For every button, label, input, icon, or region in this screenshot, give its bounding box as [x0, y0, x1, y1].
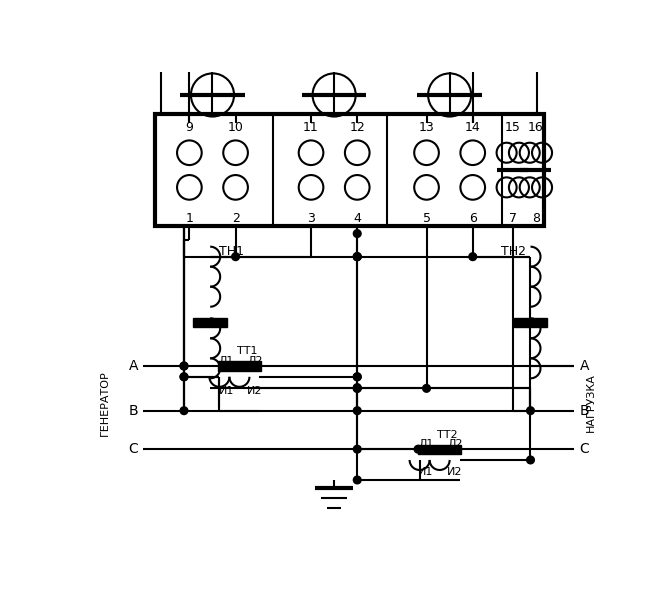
- Text: 2: 2: [232, 211, 239, 225]
- Text: НАГРУЗКА: НАГРУЗКА: [586, 374, 596, 432]
- Circle shape: [423, 385, 430, 392]
- Text: Л2: Л2: [448, 439, 463, 449]
- Text: 13: 13: [419, 121, 434, 134]
- Circle shape: [353, 385, 361, 392]
- Circle shape: [353, 253, 361, 261]
- Text: 10: 10: [228, 121, 243, 134]
- Text: 16: 16: [528, 121, 544, 134]
- Text: C: C: [580, 442, 589, 456]
- Circle shape: [353, 407, 361, 415]
- Circle shape: [353, 230, 361, 237]
- Text: A: A: [580, 359, 589, 373]
- Text: ТН2: ТН2: [501, 245, 526, 258]
- Text: C: C: [128, 442, 138, 456]
- Circle shape: [469, 253, 476, 261]
- Circle shape: [180, 362, 188, 370]
- Bar: [218, 361, 261, 371]
- Text: 12: 12: [349, 121, 365, 134]
- Circle shape: [353, 445, 361, 453]
- Text: ТТ1: ТТ1: [237, 346, 257, 356]
- Circle shape: [353, 385, 361, 392]
- Text: B: B: [129, 404, 138, 418]
- Text: 11: 11: [303, 121, 319, 134]
- Text: И1: И1: [418, 467, 433, 477]
- Circle shape: [180, 407, 188, 415]
- Text: B: B: [580, 404, 589, 418]
- Text: И1: И1: [218, 386, 234, 397]
- Bar: [513, 318, 547, 326]
- Circle shape: [414, 445, 422, 453]
- Circle shape: [180, 362, 188, 370]
- Text: 14: 14: [465, 121, 480, 134]
- Text: 3: 3: [307, 211, 315, 225]
- Circle shape: [353, 253, 361, 261]
- Text: 8: 8: [532, 211, 540, 225]
- Text: 9: 9: [186, 121, 194, 134]
- Text: 5: 5: [423, 211, 431, 225]
- Circle shape: [180, 373, 188, 380]
- Text: ТТ2: ТТ2: [437, 430, 458, 440]
- Text: Л1: Л1: [218, 356, 234, 365]
- Circle shape: [527, 407, 535, 415]
- Text: 6: 6: [469, 211, 476, 225]
- Circle shape: [353, 476, 361, 484]
- Text: И2: И2: [448, 467, 463, 477]
- Text: A: A: [129, 359, 138, 373]
- Circle shape: [180, 373, 188, 380]
- Text: ГЕНЕРАТОР: ГЕНЕРАТОР: [100, 370, 110, 436]
- Circle shape: [353, 373, 361, 380]
- Text: И2: И2: [247, 386, 263, 397]
- Circle shape: [527, 456, 535, 464]
- Text: ТН1: ТН1: [218, 245, 244, 258]
- Circle shape: [353, 253, 361, 261]
- Text: 7: 7: [509, 211, 517, 225]
- Text: 1: 1: [186, 211, 194, 225]
- Circle shape: [353, 373, 361, 380]
- Bar: [193, 318, 227, 326]
- Bar: [418, 444, 461, 454]
- Text: 15: 15: [505, 121, 521, 134]
- Text: 4: 4: [353, 211, 361, 225]
- Circle shape: [232, 253, 239, 261]
- Bar: [155, 114, 543, 226]
- Text: Л2: Л2: [247, 356, 263, 365]
- Text: Л1: Л1: [418, 439, 433, 449]
- Circle shape: [353, 384, 361, 391]
